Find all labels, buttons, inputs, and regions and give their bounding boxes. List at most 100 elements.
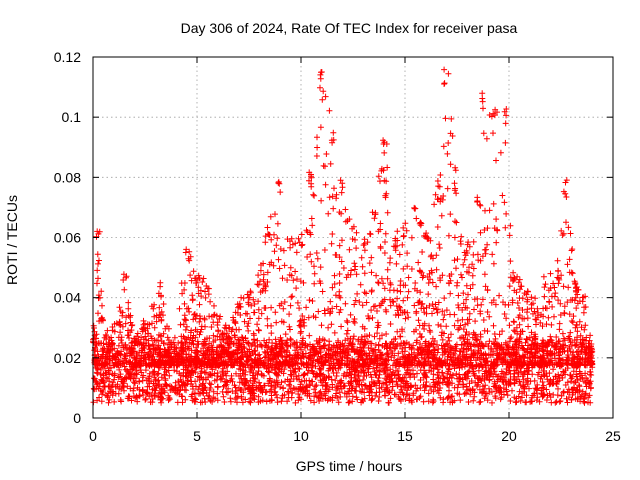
data-point [293,249,300,256]
data-point [95,310,101,317]
data-point [319,395,326,402]
data-point [353,245,360,252]
data-point [540,273,547,280]
data-point [402,315,409,322]
data-point [324,397,331,404]
data-point [454,317,461,324]
data-point [561,337,568,344]
data-point [445,334,452,341]
data-point [91,375,97,382]
data-point [256,379,262,386]
data-point [227,377,234,384]
data-point [458,233,465,240]
data-point [338,189,345,196]
data-point [206,371,213,377]
data-point [382,239,388,245]
data-point [431,201,438,208]
data-point [182,369,189,376]
data-point [118,337,124,344]
data-point [397,288,404,295]
data-point [321,247,328,253]
data-point [565,284,572,291]
data-point [475,367,482,374]
data-point [384,266,391,273]
data-point [330,370,337,376]
data-point [568,378,574,385]
data-point [339,237,345,244]
data-point [301,371,308,377]
data-point [484,328,491,335]
data-point [486,389,493,396]
data-point [469,386,476,393]
data-point [445,393,452,400]
data-point [457,241,464,247]
data-point [214,397,221,404]
data-point [579,388,586,395]
data-point [524,348,531,355]
data-point [275,372,282,379]
data-point [513,341,520,348]
data-point [337,393,344,400]
data-point [201,395,208,402]
data-point [327,160,334,167]
data-point [311,270,318,277]
data-point [373,272,380,279]
data-point [274,235,281,242]
data-point [98,398,105,405]
data-point [585,394,592,401]
data-point [307,346,314,353]
data-point [390,341,397,348]
data-point [360,398,366,405]
data-point [480,317,487,323]
data-point [468,354,475,361]
data-point [314,134,320,141]
data-point [581,378,587,385]
data-point [190,386,196,392]
data-point [481,271,488,278]
data-point [548,321,555,328]
data-point [313,382,320,389]
data-point [547,270,554,277]
data-point [303,304,310,311]
data-point [294,299,301,306]
data-point [302,340,309,347]
data-point [108,384,115,391]
data-point [549,303,556,310]
data-point [559,232,566,239]
data-point [348,267,355,274]
data-point [255,298,262,305]
data-point [128,370,135,377]
data-point [244,323,251,330]
data-point [546,298,553,305]
data-point [134,384,141,391]
data-point [503,210,510,217]
data-point [308,183,315,190]
data-point [466,380,473,387]
data-point [287,302,294,309]
data-point [546,381,553,388]
data-point [413,215,420,222]
data-point [331,185,337,192]
data-point [451,180,458,187]
data-point [182,249,189,256]
data-point [272,309,279,316]
data-point [284,398,291,405]
data-point [568,396,575,403]
data-point [166,372,173,379]
data-point [344,327,351,334]
data-point [406,395,413,402]
data-point [551,313,557,320]
y-axis-title: ROTI / TECUs [4,195,20,285]
data-point [501,199,508,206]
data-point [534,342,541,349]
data-point [316,365,323,372]
data-point [292,268,299,275]
data-point [499,192,506,199]
data-point [184,377,191,384]
data-point [453,265,459,272]
data-point [371,368,378,375]
data-point [317,388,324,395]
data-point [343,317,350,324]
data-point [374,377,381,384]
data-point [361,270,368,277]
